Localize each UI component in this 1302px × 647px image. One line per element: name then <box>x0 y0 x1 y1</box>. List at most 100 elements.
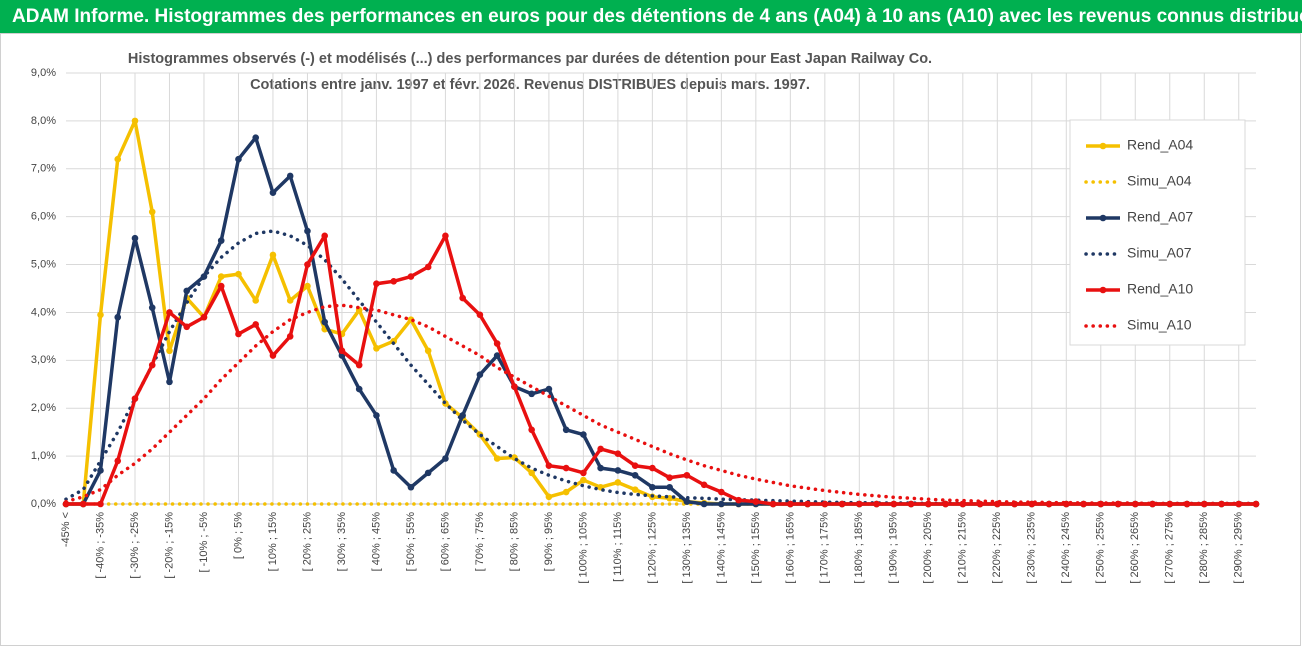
data-point <box>148 304 156 311</box>
x-tick-label: [ -10% ; -5% <box>198 512 210 573</box>
series-line <box>66 234 1256 506</box>
x-tick-label: [ 140% ; 145% <box>715 512 727 584</box>
y-tick-label: 3,0% <box>31 354 56 366</box>
x-tick-label: [ -30% ; -25% <box>129 512 141 579</box>
header-title: ADAM Informe. Histogrammes des performan… <box>0 0 1302 33</box>
x-tick-label: [ 20% ; 25% <box>301 512 313 572</box>
legend-label: Rend_A10 <box>1127 281 1193 297</box>
x-tick-label: [ 160% ; 165% <box>784 512 796 584</box>
x-tick-label: [ 240% ; 245% <box>1060 512 1072 584</box>
data-point <box>735 496 742 504</box>
data-point <box>424 347 432 355</box>
data-point <box>718 488 725 496</box>
data-point <box>511 383 518 390</box>
data-point <box>235 270 242 278</box>
legend-box <box>1069 119 1246 346</box>
data-point <box>148 208 156 216</box>
data-point <box>787 500 794 508</box>
data-point <box>493 352 501 359</box>
data-point <box>148 361 156 369</box>
data-point <box>700 481 708 489</box>
data-point <box>166 378 173 386</box>
y-tick-label: 8,0% <box>31 115 56 127</box>
data-point <box>580 476 587 484</box>
data-point <box>493 340 501 347</box>
x-tick-label: [ 290% ; 295% <box>1233 512 1245 584</box>
y-tick-label: 6,0% <box>31 211 56 223</box>
data-point <box>286 172 294 180</box>
x-tick-label: [ 100% ; 105% <box>577 512 589 584</box>
data-point <box>1149 500 1156 508</box>
x-tick-label: [ -40% ; -35% <box>94 512 106 579</box>
data-point <box>373 345 380 352</box>
x-tick-label: [ 270% ; 275% <box>1164 512 1176 584</box>
data-point <box>493 455 501 462</box>
data-point <box>183 323 191 331</box>
data-point <box>907 500 915 508</box>
x-tick-label: -45% < <box>60 512 72 547</box>
chart-border <box>0 33 1301 646</box>
legend-marker <box>1099 142 1107 150</box>
data-point <box>769 500 777 508</box>
legend-label: Simu_A10 <box>1127 317 1192 333</box>
data-point <box>804 500 811 508</box>
data-point <box>890 500 898 508</box>
series-line <box>64 303 1258 506</box>
data-point <box>545 385 553 393</box>
x-tick-label: [ 180% ; 185% <box>853 512 865 584</box>
data-point <box>235 330 242 338</box>
x-tick-label: [ 10% ; 15% <box>267 512 279 572</box>
data-point <box>459 294 466 302</box>
data-point <box>476 371 484 379</box>
x-tick-label: [ 150% ; 155% <box>750 512 762 584</box>
data-point <box>700 500 708 508</box>
data-point <box>631 462 639 469</box>
data-point <box>562 488 570 496</box>
data-point <box>269 251 277 259</box>
data-point <box>873 500 880 508</box>
data-point <box>304 227 311 235</box>
data-point <box>838 500 846 508</box>
data-point <box>131 234 139 242</box>
data-point <box>424 469 432 477</box>
data-point <box>114 457 122 465</box>
data-point <box>373 280 380 288</box>
data-point <box>407 273 415 280</box>
x-tick-label: [ 30% ; 35% <box>336 512 348 572</box>
legend-marker <box>1099 214 1107 222</box>
data-point <box>97 500 104 508</box>
x-tick-label: [ 260% ; 265% <box>1129 512 1141 584</box>
data-point <box>166 309 173 316</box>
x-tick-label: [ 0% ; 5% <box>232 512 244 559</box>
x-tick-label: [ 50% ; 55% <box>405 512 417 572</box>
data-point <box>97 311 104 319</box>
legend-marker <box>1099 286 1107 294</box>
data-point <box>752 498 760 505</box>
data-point <box>528 390 535 398</box>
data-point <box>321 318 328 326</box>
x-tick-label: [ 80% ; 85% <box>508 512 520 572</box>
chart: Histogrammes observés (-) et modélisés (… <box>0 33 1301 646</box>
x-tick-label: [ 90% ; 95% <box>543 512 555 572</box>
data-point <box>424 263 432 271</box>
y-tick-label: 7,0% <box>31 163 56 175</box>
y-tick-label: 1,0% <box>31 450 56 462</box>
data-point <box>528 426 535 434</box>
data-point <box>131 117 139 125</box>
data-point <box>925 500 932 508</box>
data-point <box>442 232 449 240</box>
data-point <box>217 282 225 290</box>
data-point <box>252 134 260 141</box>
x-tick-label: [ 280% ; 285% <box>1198 512 1210 584</box>
data-point <box>666 474 673 481</box>
data-point <box>166 347 173 355</box>
legend-label: Simu_A04 <box>1127 173 1192 189</box>
y-tick-label: 5,0% <box>31 258 56 270</box>
data-point <box>942 500 949 508</box>
data-point <box>683 498 691 505</box>
x-tick-label: [ 210% ; 215% <box>957 512 969 584</box>
chart-title: Histogrammes observés (-) et modélisés (… <box>128 51 932 67</box>
data-point <box>321 232 328 240</box>
data-point <box>442 455 449 462</box>
data-point <box>390 278 397 285</box>
